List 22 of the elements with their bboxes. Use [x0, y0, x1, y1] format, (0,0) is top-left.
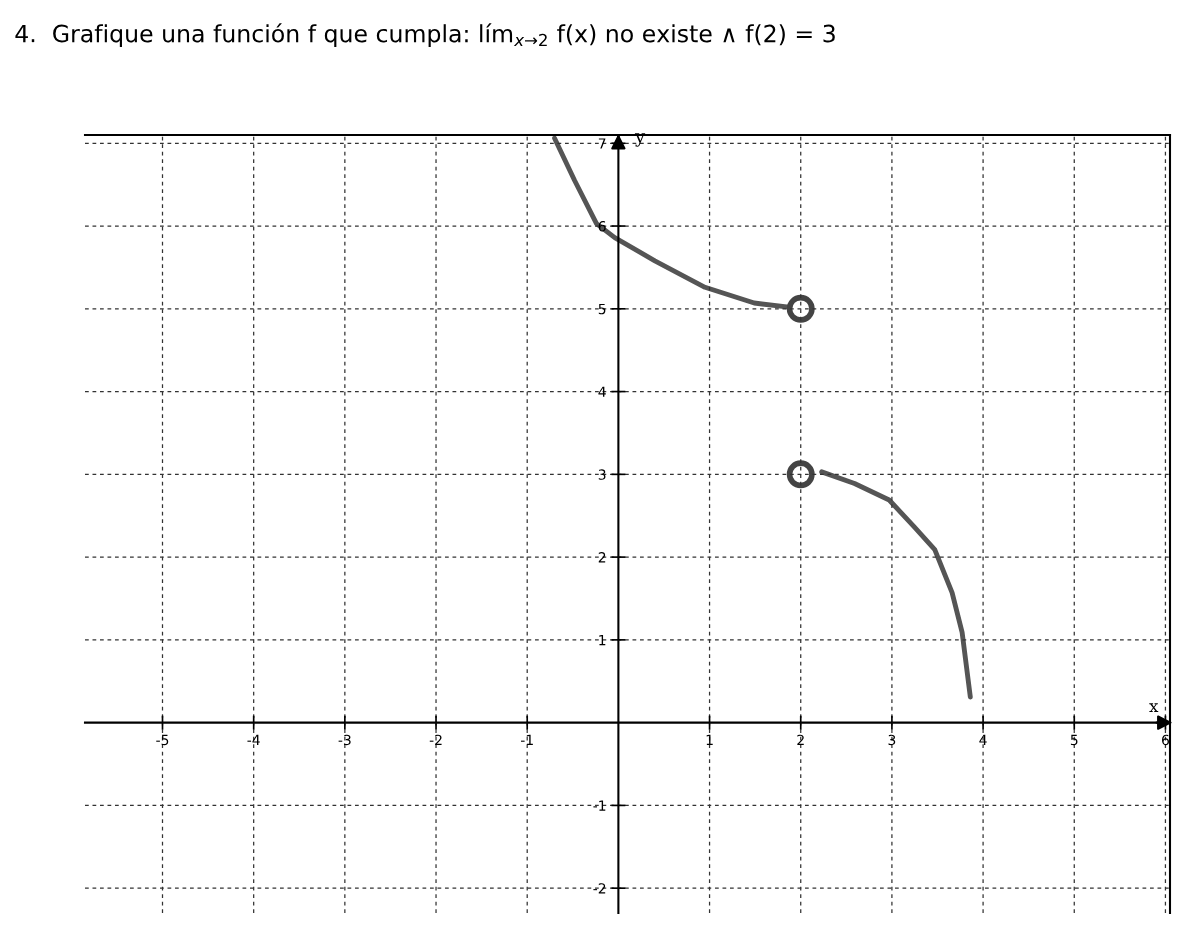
x-tick-label: -1 [520, 734, 533, 745]
y-tick-label: -2 [593, 883, 606, 894]
x-tick-label: 2 [797, 734, 804, 745]
x-tick-label: -4 [247, 734, 260, 745]
y-tick-label: 2 [598, 552, 606, 563]
y-tick-label: -1 [593, 800, 606, 811]
x-tick-label: -3 [338, 734, 351, 746]
x-tick-label: -2 [429, 734, 442, 745]
y-tick-label: 5 [598, 303, 606, 315]
line-series [819, 469, 973, 700]
x-tick-label: 3 [888, 734, 896, 746]
y-tick-label: 3 [598, 469, 606, 480]
x-axis-title: x [1149, 703, 1159, 712]
chart-title: 4. Grafique una función f que cumpla: lím$_{x→2}$ f(x) no existe ∧ f(2) = 3 [15, 23, 835, 48]
y-tick-label: 7 [598, 138, 606, 149]
x-tick-label: 5 [1070, 734, 1078, 746]
x-tick-label: 6 [1161, 734, 1169, 746]
x-tick-label: -5 [156, 734, 169, 746]
y-tick-label: 1 [599, 635, 606, 646]
y-tick-label: 4 [598, 386, 606, 397]
x-tick-label: 4 [979, 734, 987, 745]
x-tick-label: 1 [706, 734, 713, 745]
